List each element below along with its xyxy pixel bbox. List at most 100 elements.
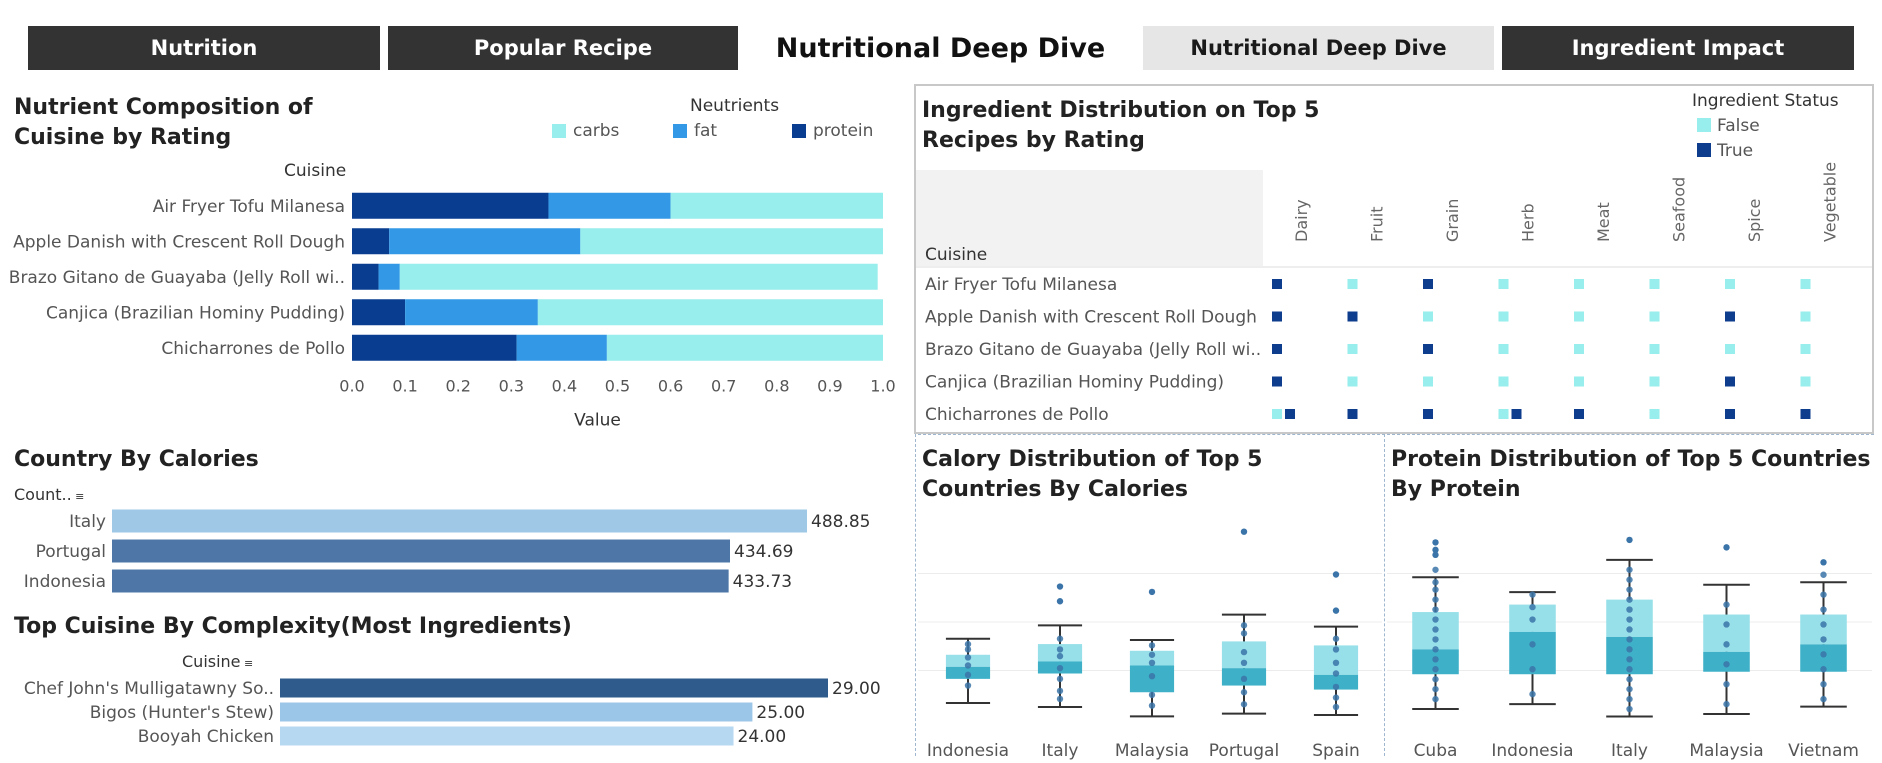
box-data-point [1240, 622, 1248, 629]
box-data-point [1820, 571, 1827, 578]
matrix-mark-false [1800, 344, 1811, 354]
nutrient-x-tick: 0.2 [445, 377, 470, 396]
box-data-point [964, 654, 972, 661]
matrix-mark-false [1649, 409, 1660, 419]
nutrient-category-label: Air Fryer Tofu Milanesa [153, 197, 345, 217]
matrix-mark-false [1423, 376, 1433, 387]
matrix-column-label: Meat [1594, 202, 1613, 242]
box-data-point [1529, 591, 1536, 598]
matrix-row-label: Apple Danish with Crescent Roll Dough [925, 308, 1257, 328]
box-outlier-point [1432, 539, 1439, 546]
country-calories-bar [112, 569, 729, 593]
box-outlier-point [1723, 544, 1730, 551]
legend-swatch-true [1697, 143, 1711, 157]
matrix-mark-true [1272, 344, 1282, 354]
matrix-mark-false [1347, 344, 1358, 354]
nutrient-x-tick: 0.8 [764, 377, 789, 396]
box-data-point [1432, 646, 1439, 653]
box-data-point [964, 640, 972, 648]
nutrient-x-tick: 0.6 [658, 377, 683, 396]
matrix-column-label: Grain [1443, 199, 1462, 242]
matrix-mark-true [1725, 376, 1735, 387]
box-data-point [1240, 689, 1248, 696]
box-data-point [964, 682, 972, 689]
nutrient-bar-protein [352, 299, 406, 326]
matrix-mark-false [1574, 279, 1584, 289]
box-data-point [1626, 695, 1633, 703]
box-category-label: Malaysia [1689, 741, 1763, 761]
matrix-mark-false [1347, 376, 1358, 387]
box-data-point [1820, 695, 1827, 703]
box-category-label: Indonesia [1491, 741, 1573, 761]
matrix-mark-false [1725, 279, 1735, 289]
nutrient-legend-title: Neutrients [690, 96, 780, 116]
box-data-point [1723, 661, 1730, 668]
matrix-column-label: Herb [1519, 203, 1538, 242]
tab-nutrition[interactable]: Nutrition [28, 26, 380, 70]
box-data-point [964, 662, 972, 669]
box-data-point [1723, 700, 1730, 708]
legend-label-protein: protein [813, 121, 874, 141]
box-data-point [1056, 675, 1064, 683]
box-data-point [1240, 648, 1248, 656]
complexity-y-header-text: Cuisine [182, 652, 241, 671]
box-category-label: Italy [1611, 741, 1648, 761]
nutrient-bar-protein [352, 228, 390, 255]
protein-box-title: Protein Distribution of Top 5 Countries … [1391, 447, 1871, 502]
matrix-mark-true [1347, 409, 1358, 419]
box-data-point [1432, 685, 1439, 693]
box-data-point [1432, 626, 1439, 633]
box-data-point [1240, 675, 1248, 683]
sort-icon[interactable]: ≡ [240, 657, 254, 670]
box-data-point [1626, 596, 1633, 603]
matrix-mark-true [1272, 376, 1282, 387]
nutrient-bar-fat [405, 299, 538, 326]
sort-icon[interactable]: ≡ [71, 490, 85, 503]
box-data-point [1240, 701, 1248, 708]
nutrient-bar-carbs [580, 228, 883, 255]
ingredient-matrix: Cuisine Dairy Fruit Grain Herb Meat Seafood Spi… [916, 162, 1872, 425]
box-data-point [1723, 641, 1730, 648]
box-data-point [1148, 651, 1156, 658]
box-data-point [1626, 656, 1633, 663]
tab-ingredient-impact[interactable]: Ingredient Impact [1502, 26, 1854, 70]
box-data-point [1056, 695, 1064, 703]
complexity-bar [280, 726, 734, 746]
tab-nutritional-deep-dive[interactable]: Nutritional Deep Dive [1143, 26, 1494, 70]
legend-swatch-fat [673, 124, 687, 138]
box-data-point [1723, 680, 1730, 688]
box-data-point [1332, 683, 1340, 691]
page-title: Nutritional Deep Dive [775, 32, 1106, 64]
nutrient-bar-fat [548, 192, 671, 219]
complexity-bar-chart: Chef John's Mulligatawny So.. 29.00 Bigos … [24, 678, 881, 747]
box-category-label: Portugal [1209, 741, 1279, 761]
box-outlier-point [1240, 528, 1248, 535]
box-data-point [1332, 646, 1340, 653]
box-data-point [1240, 630, 1248, 637]
matrix-mark-true [1272, 279, 1282, 289]
box-data-point [1626, 626, 1633, 633]
box-data-point [1432, 579, 1439, 586]
complexity-data-label: 25.00 [756, 703, 805, 723]
nutrient-x-axis-label: Value [574, 411, 621, 431]
complexity-data-label: 24.00 [738, 727, 787, 747]
nutrient-bar-fat [516, 334, 607, 361]
matrix-column-label: Spice [1745, 199, 1764, 242]
matrix-mark-true [1285, 409, 1295, 419]
matrix-mark-true [1423, 279, 1433, 289]
nutrient-y-header: Cuisine [284, 161, 347, 181]
country-calories-bar [112, 509, 807, 533]
matrix-row-header: Cuisine [925, 245, 987, 265]
box-data-point [1332, 635, 1340, 642]
legend-label-carbs: carbs [573, 121, 620, 141]
nutrient-stacked-bar-chart: Air Fryer Tofu Milanesa Apple Danish with… [9, 192, 896, 431]
complexity-data-label: 29.00 [832, 679, 881, 699]
country-calories-data-label: 434.69 [734, 542, 793, 562]
calory-box-plot: Indonesia Italy Malaysia Portugal Spain [918, 528, 1382, 761]
nutrient-bar-protein [352, 263, 379, 290]
matrix-mark-true [1574, 409, 1584, 419]
tab-popular-recipe[interactable]: Popular Recipe [388, 26, 738, 70]
matrix-mark-true [1800, 409, 1811, 419]
box-outlier-point [1148, 588, 1156, 596]
box-data-point [1820, 606, 1827, 613]
